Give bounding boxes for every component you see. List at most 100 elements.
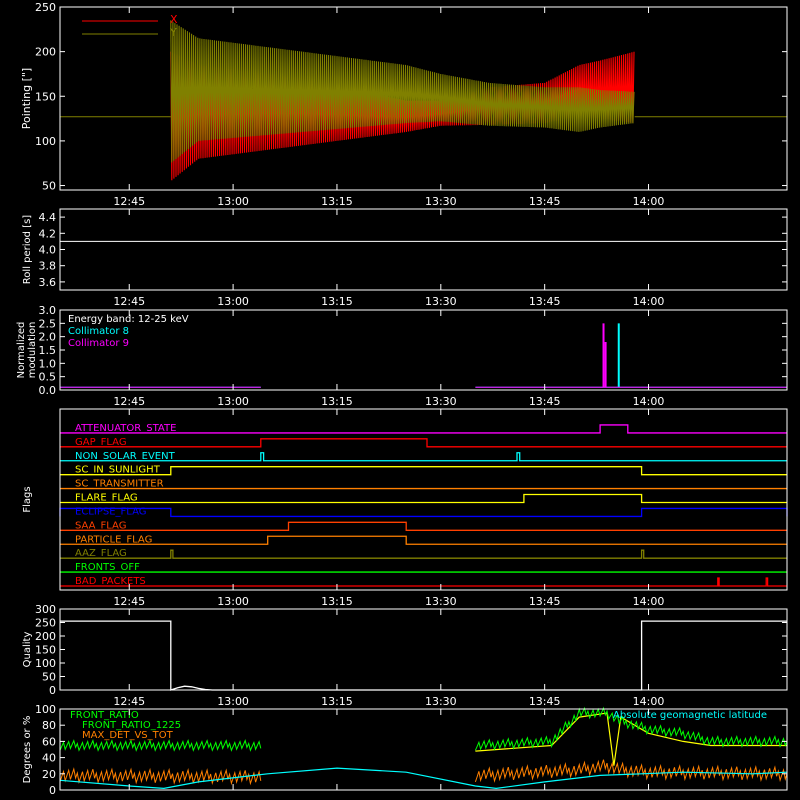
y-tick-label: 250 (35, 617, 56, 630)
ratios-legend-max-det: MAX_DET_VS_TOT (82, 730, 174, 741)
y-tick-label: 1.5 (39, 344, 57, 357)
y-tick-label: 80 (42, 719, 56, 732)
flags-ylabel: Flags (22, 486, 33, 512)
x-tick-label: 13:45 (529, 195, 561, 208)
ratio-series-front_ratio_1225 (474, 706, 788, 751)
flag-label: SC_TRANSMITTER (75, 479, 164, 490)
x-tick-label: 13:30 (425, 395, 457, 408)
ratio-series-max_det_vs_tot (474, 759, 788, 783)
ratio-series-front_ratio_1225 (59, 739, 262, 752)
x-tick-label: 13:00 (217, 595, 249, 608)
x-tick-label: 12:45 (113, 395, 145, 408)
ratio-series-absolute-geomagnetic-latitude (59, 767, 788, 790)
x-tick-label: 14:00 (633, 595, 665, 608)
roll-frame (59, 208, 788, 291)
x-tick-label: 13:45 (529, 295, 561, 308)
x-tick-label: 12:45 (113, 595, 145, 608)
x-tick-label: 13:30 (425, 195, 457, 208)
modulation-data (60, 323, 787, 388)
y-tick-label: 0.5 (39, 371, 57, 384)
pointing-frame (59, 6, 788, 191)
x-tick-label: 13:45 (529, 395, 561, 408)
y-tick-label: 300 (35, 603, 56, 616)
flag-line-sc_in_sunlight (60, 466, 787, 476)
flags-data: ATTENUATOR_STATE GAP_FLAG NON_SOLAR_EVENT S… (59, 423, 788, 587)
roll-ylabel: Roll period [s] (22, 215, 33, 284)
flag-label: NON_SOLAR_EVENT (75, 451, 176, 462)
y-tick-label: 0 (49, 684, 56, 697)
y-tick-label: 60 (42, 735, 56, 748)
y-tick-label: 100 (35, 135, 56, 148)
x-tick-label: 13:15 (321, 695, 353, 708)
ratios-y-ticks: 0 20 40 60 80 100 (35, 703, 787, 797)
y-tick-label: 3.6 (39, 276, 57, 289)
y-tick-label: 50 (42, 671, 56, 684)
ratios-frame (59, 708, 788, 791)
flag-label: SC_IN_SUNLIGHT (75, 465, 161, 476)
flag-line-non_solar_event (60, 452, 787, 462)
roll-x-ticks: 12:45 13:00 13:15 13:30 13:45 14:00 (113, 295, 664, 308)
y-tick-label: 100 (35, 657, 56, 670)
y-tick-label: 250 (35, 1, 56, 14)
y-tick-label: 20 (42, 768, 56, 781)
flag-line-eclipse_flag (59, 507, 788, 518)
x-tick-label: 13:15 (321, 395, 353, 408)
flag-label: BAD_PACKETS (75, 576, 146, 587)
pointing-data (60, 20, 787, 181)
quality-series (60, 620, 787, 691)
flag-line-particle_flag (60, 535, 787, 545)
pointing-series-y (170, 20, 635, 163)
legend-y-label: Y (169, 26, 177, 39)
y-tick-label: 150 (35, 90, 56, 103)
pointing-ylabel: Pointing ["] (20, 68, 33, 129)
modulation-ylabel: Normalizedmodulation (16, 322, 38, 379)
pointing-x-ticks: 12:45 13:00 13:15 13:30 13:45 14:00 (113, 195, 664, 208)
x-tick-label: 14:00 (633, 195, 665, 208)
flag-label: ATTENUATOR_STATE (75, 423, 176, 434)
legend-x-label: X (170, 13, 178, 26)
y-tick-label: 50 (42, 180, 56, 193)
x-tick-label: 13:00 (217, 295, 249, 308)
x-tick-label: 13:45 (529, 695, 561, 708)
flag-label: FRONTS_OFF (75, 562, 140, 573)
x-tick-label: 13:30 (425, 595, 457, 608)
x-tick-label: 13:15 (321, 295, 353, 308)
modulation-energy-label: Energy band: 12-25 keV (68, 314, 189, 325)
y-tick-label: 200 (35, 630, 56, 643)
y-tick-label: 2.0 (39, 331, 57, 344)
flag-label: SAA_FLAG (75, 520, 126, 531)
y-tick-label: 0 (49, 784, 56, 797)
x-tick-label: 14:00 (633, 395, 665, 408)
y-tick-label: 1.0 (39, 357, 57, 370)
x-tick-label: 13:00 (217, 195, 249, 208)
flag-label: GAP_FLAG (75, 437, 127, 448)
ratio-series-max_det_vs_tot (59, 767, 262, 786)
flags-x-ticks: 12:45 13:00 13:15 13:30 13:45 14:00 (113, 595, 664, 608)
pointing-legend: X Y (82, 13, 178, 39)
y-tick-label: 0.0 (39, 384, 57, 397)
y-tick-label: 100 (35, 703, 56, 716)
flag-line-saa_flag (60, 521, 787, 531)
y-tick-label: 4.2 (39, 227, 57, 240)
x-tick-label: 12:45 (113, 195, 145, 208)
flag-label: AAZ_FLAG (75, 548, 127, 559)
ratios-panel: 0 20 40 60 80 100 Degrees or % FRONT_RATIO FR… (22, 703, 788, 797)
flags-panel: ATTENUATOR_STATE GAP_FLAG NON_SOLAR_EVENT S… (22, 408, 788, 608)
y-tick-label: 4.4 (39, 211, 57, 224)
x-tick-label: 13:45 (529, 595, 561, 608)
y-tick-label: 150 (35, 644, 56, 657)
flag-line-bad_packets (60, 577, 787, 587)
y-tick-label: 2.5 (39, 317, 57, 330)
y-tick-label: 200 (35, 46, 56, 59)
pointing-panel: 50 100 150 200 250 12:45 13:00 13:15 13:30 13:45… (20, 1, 788, 208)
x-tick-label: 13:30 (425, 695, 457, 708)
ratios-legend-geomag: Absolute geomagnetic latitude (613, 710, 767, 721)
flags-frame (59, 408, 788, 591)
ratios-legend-front-ratio-1225: FRONT_RATIO_1225 (82, 720, 181, 731)
modulation-x-ticks: 12:45 13:00 13:15 13:30 13:45 14:00 (113, 395, 664, 408)
y-tick-label: 3.0 (39, 304, 57, 317)
ratio-series-front_ratio (475, 712, 787, 766)
